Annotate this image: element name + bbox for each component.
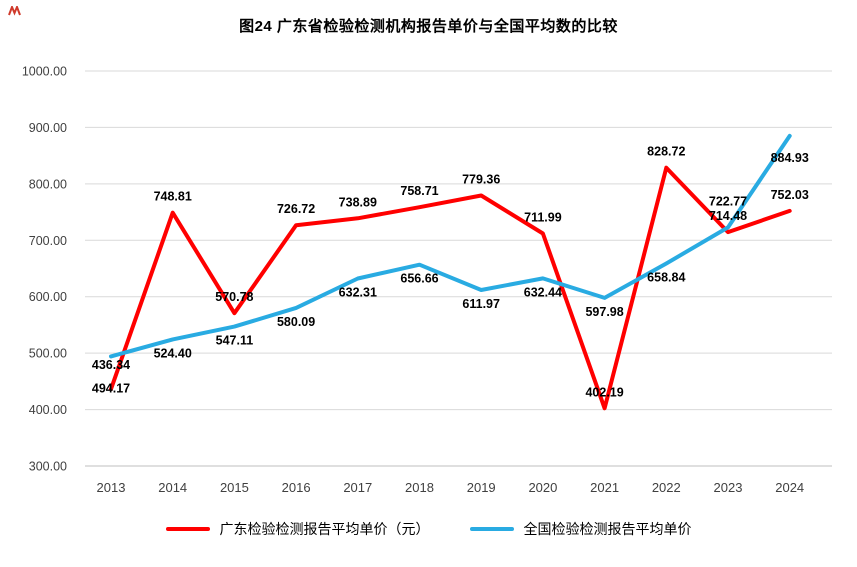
svg-text:611.97: 611.97	[462, 297, 500, 311]
svg-text:722.77: 722.77	[709, 194, 747, 208]
svg-text:402.19: 402.19	[585, 385, 623, 399]
svg-text:2019: 2019	[467, 480, 496, 495]
svg-text:2018: 2018	[405, 480, 434, 495]
svg-text:700.00: 700.00	[29, 234, 67, 248]
line-chart-plot: 300.00 400.00 500.00 600.00 700.00 800.00 900.…	[22, 65, 832, 495]
legend-label-national: 全国检验检测报告平均单价	[523, 521, 692, 537]
legend-item-guangdong: 广东检验检测报告平均单价（元）	[165, 519, 430, 539]
svg-text:884.93: 884.93	[771, 151, 809, 165]
svg-text:500.00: 500.00	[29, 347, 67, 361]
legend-label-guangdong: 广东检验检测报告平均单价（元）	[219, 521, 430, 537]
svg-text:632.44: 632.44	[524, 285, 562, 299]
svg-text:547.11: 547.11	[216, 334, 254, 348]
svg-text:1000.00: 1000.00	[22, 65, 67, 79]
svg-text:2020: 2020	[528, 480, 557, 495]
svg-text:2014: 2014	[158, 480, 187, 495]
svg-text:726.72: 726.72	[277, 202, 315, 216]
svg-text:580.09: 580.09	[277, 315, 315, 329]
svg-text:300.00: 300.00	[29, 460, 67, 474]
svg-text:828.72: 828.72	[647, 145, 685, 159]
svg-text:2015: 2015	[220, 480, 249, 495]
svg-text:711.99: 711.99	[524, 211, 562, 225]
chart-legend: 广东检验检测报告平均单价（元） 全国检验检测报告平均单价	[0, 519, 857, 539]
svg-text:658.84: 658.84	[647, 271, 685, 285]
svg-text:800.00: 800.00	[29, 177, 67, 191]
svg-text:2024: 2024	[775, 480, 804, 495]
corner-mark-icon	[8, 6, 21, 16]
svg-text:2017: 2017	[343, 480, 372, 495]
legend-line-red-icon	[165, 527, 210, 531]
svg-text:632.31: 632.31	[339, 286, 377, 300]
svg-text:600.00: 600.00	[29, 290, 67, 304]
svg-text:524.40: 524.40	[154, 346, 192, 360]
svg-text:2013: 2013	[97, 480, 126, 495]
svg-text:656.66: 656.66	[400, 272, 438, 286]
svg-text:779.36: 779.36	[462, 173, 500, 187]
svg-text:752.03: 752.03	[771, 188, 809, 202]
svg-text:400.00: 400.00	[29, 403, 67, 417]
svg-text:738.89: 738.89	[339, 195, 377, 209]
chart-title: 图24 广东省检验检测机构报告单价与全国平均数的比较	[239, 18, 618, 35]
svg-text:714.48: 714.48	[709, 209, 747, 223]
svg-text:570.78: 570.78	[215, 290, 253, 304]
svg-text:597.98: 597.98	[585, 305, 623, 319]
svg-text:2022: 2022	[652, 480, 681, 495]
legend-item-national: 全国检验检测报告平均单价	[469, 519, 692, 539]
svg-text:900.00: 900.00	[29, 121, 67, 135]
svg-text:748.81: 748.81	[154, 190, 192, 204]
svg-text:758.71: 758.71	[400, 184, 438, 198]
svg-text:2021: 2021	[590, 480, 619, 495]
legend-line-blue-icon	[469, 527, 514, 531]
svg-text:2016: 2016	[282, 480, 311, 495]
svg-text:2023: 2023	[714, 480, 743, 495]
svg-text:494.17: 494.17	[92, 381, 130, 395]
svg-text:436.34: 436.34	[92, 358, 130, 372]
